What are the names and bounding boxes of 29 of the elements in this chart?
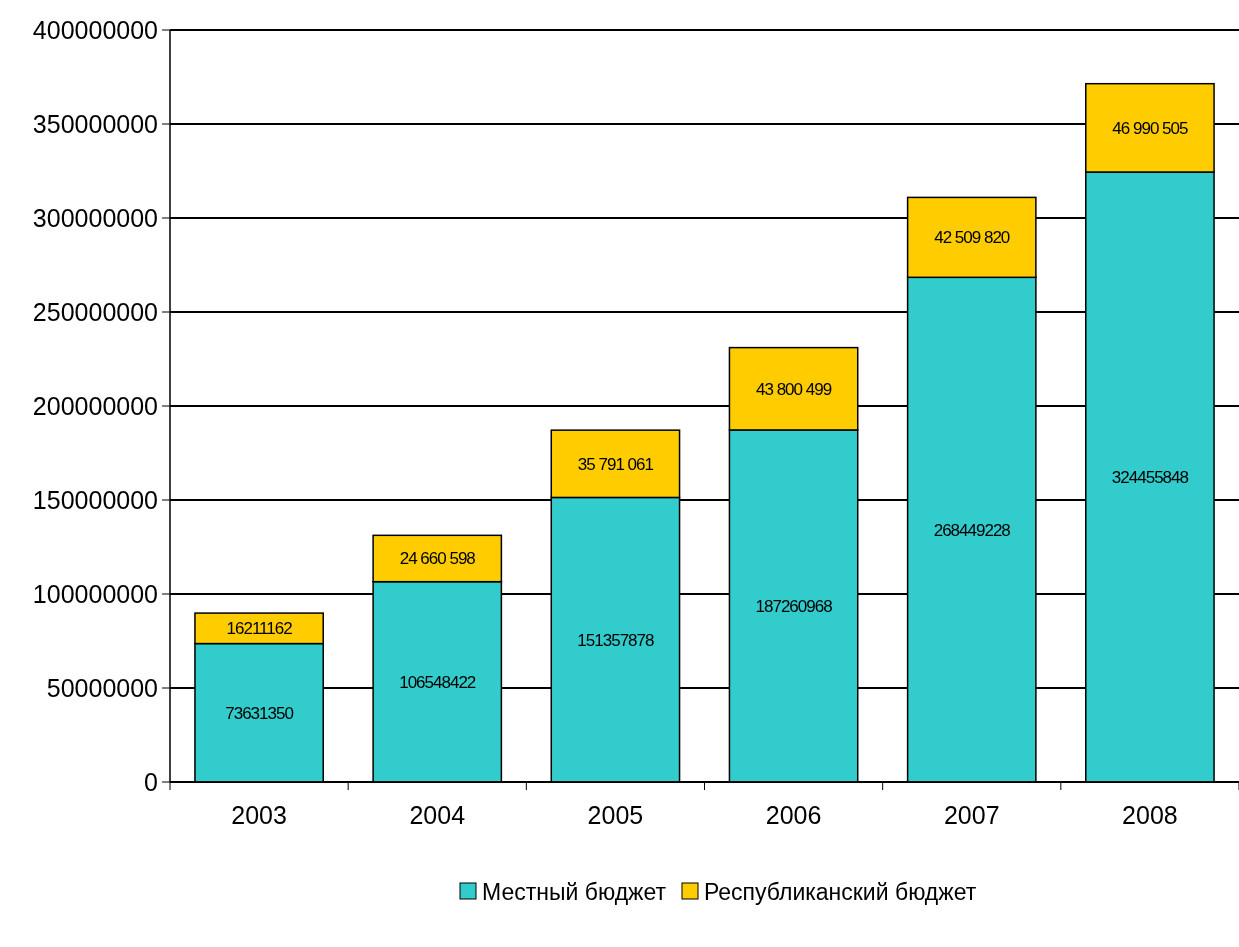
legend-label: Местный бюджет: [482, 879, 667, 906]
x-tick-label: 2003: [231, 801, 287, 829]
y-tick-label: 300000000: [32, 203, 158, 232]
x-tick-label: 2006: [765, 801, 822, 829]
data-label: 151357878: [577, 630, 655, 650]
x-tick-label: 2007: [943, 801, 1000, 829]
y-tick-label: 0: [144, 767, 158, 796]
data-label: 43 800 499: [756, 379, 832, 399]
data-label: 24 660 598: [399, 549, 476, 569]
y-tick-label: 50000000: [46, 673, 158, 702]
data-label: 73631350: [225, 703, 294, 723]
data-label: 106548422: [399, 672, 476, 692]
y-tick-label: 400000000: [32, 15, 158, 44]
data-label: 42 509 820: [934, 228, 1010, 248]
data-label: 268449228: [933, 520, 1011, 540]
data-label: 324455848: [1111, 467, 1189, 487]
y-tick-label: 100000000: [32, 579, 158, 608]
data-label: 16211162: [226, 619, 293, 639]
y-tick-label: 350000000: [32, 109, 158, 138]
x-tick-label: 2005: [587, 801, 644, 829]
x-tick-label: 2008: [1122, 801, 1178, 829]
y-tick-label: 150000000: [32, 485, 158, 514]
data-label: 46 990 505: [1112, 118, 1188, 138]
x-tick-label: 2004: [409, 801, 466, 829]
y-tick-label: 200000000: [32, 391, 158, 420]
data-label: 35 791 061: [577, 454, 654, 474]
y-tick-label: 250000000: [32, 297, 158, 326]
data-label: 187260968: [755, 596, 833, 616]
legend-label: Республиканский бюджет: [704, 879, 977, 906]
